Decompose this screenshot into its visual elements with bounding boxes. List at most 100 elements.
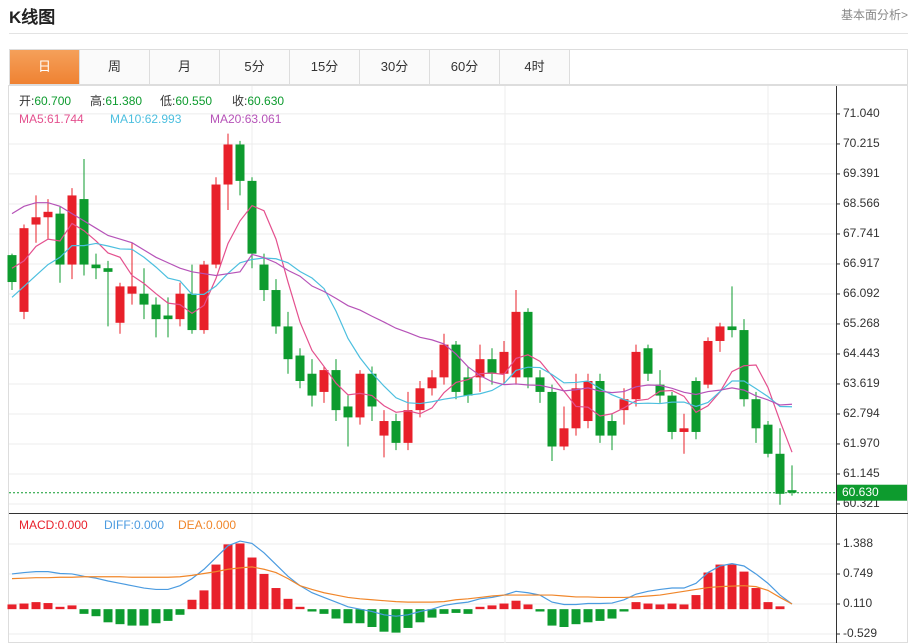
legend-name: MACD: (19, 518, 58, 532)
macd-bar (331, 609, 341, 619)
tab[interactable]: 60分 (430, 50, 500, 84)
legend-entry: MA10:62.993 (110, 112, 182, 126)
macd-bar (187, 599, 197, 610)
candle-body (343, 406, 353, 418)
candle-body (727, 326, 737, 331)
macd-bar (223, 544, 233, 610)
tab[interactable]: 5分 (220, 50, 290, 84)
y-tick-label: 62.794 (843, 406, 880, 420)
title: K线图 (9, 8, 56, 27)
candle-body (175, 293, 185, 320)
candle-body (703, 340, 713, 385)
macd-bar (643, 603, 653, 610)
quote-label: 收: (232, 94, 247, 108)
macd-bar (283, 598, 293, 610)
macd-bar (535, 609, 545, 612)
candle-body (415, 388, 425, 411)
candle-body (523, 311, 533, 378)
legend-value: 0.000 (206, 518, 236, 532)
ma-line (11, 242, 793, 408)
macd-bar (487, 605, 497, 610)
macd-bar (523, 604, 533, 610)
macd-bar (703, 572, 713, 610)
macd-bar (355, 609, 365, 624)
candle-body (163, 315, 173, 320)
macd-bar (139, 609, 149, 626)
candle-body (235, 144, 245, 181)
y-tick-label: 66.917 (843, 256, 880, 270)
macd-bar (307, 609, 317, 612)
y-tick-label: 67.741 (843, 226, 880, 240)
y-tick-label: 68.566 (843, 196, 880, 210)
candle-body (247, 180, 257, 254)
quote-value: 60.700 (34, 94, 71, 108)
candle-body (43, 211, 53, 218)
macd-bar (739, 571, 749, 610)
candle-body (67, 195, 77, 265)
macd-bar (679, 604, 689, 610)
candle-body (103, 268, 113, 272)
last-price-box (837, 484, 907, 501)
tab[interactable]: 周 (80, 50, 150, 84)
candle-body (187, 293, 197, 331)
tab[interactable]: 日 (10, 50, 80, 84)
candle-body (151, 304, 161, 320)
quote-info: 低:60.550 (160, 94, 212, 108)
macd-bar (7, 604, 17, 610)
macd-bar (127, 609, 137, 626)
macd-bar (583, 609, 593, 623)
macd-bar (211, 564, 221, 610)
macd-bar (655, 604, 665, 610)
legend-value: 63.061 (245, 112, 282, 126)
macd-bar (763, 602, 773, 610)
macd-bar (475, 606, 485, 610)
tab[interactable]: 4时 (500, 50, 570, 84)
candle-body (679, 428, 689, 432)
candle-body (307, 373, 317, 396)
candle-body (571, 388, 581, 429)
macd-bar (175, 609, 185, 615)
macd-bar (367, 609, 377, 627)
candle-body (319, 370, 329, 392)
quote-value: 60.630 (247, 94, 284, 108)
candle-body (739, 330, 749, 400)
macd-bar (79, 609, 89, 614)
candle-body (667, 395, 677, 432)
macd-line (11, 540, 793, 617)
candle-body (655, 384, 665, 396)
candle-body (331, 370, 341, 411)
tab[interactable]: 30分 (360, 50, 430, 84)
y-tick-label: 0.110 (843, 596, 872, 610)
link[interactable]: 基本面分析> (840, 8, 908, 22)
legend-value: 62.993 (145, 112, 182, 126)
candle-body (367, 373, 377, 407)
quote-label: 低: (160, 94, 175, 108)
macd-bar (151, 609, 161, 624)
macd-bar (91, 609, 101, 617)
candle-body (283, 326, 293, 360)
candle-body (535, 377, 545, 392)
quote-label: 高: (90, 93, 105, 108)
candle-body (19, 228, 29, 312)
candle-body (787, 490, 797, 493)
tab[interactable]: 月 (150, 50, 220, 84)
ma-line (11, 202, 793, 406)
candle-body (511, 311, 521, 378)
macd-bar (571, 609, 581, 625)
candle-body (763, 424, 773, 454)
macd-bar (163, 609, 173, 621)
tab[interactable]: 15分 (290, 50, 360, 84)
quote-info: 开:60.700 (19, 94, 71, 108)
candle-body (7, 255, 17, 283)
legend-name: MA20: (210, 112, 245, 126)
legend-entry: MA20:63.061 (210, 112, 282, 126)
macd-bar (667, 603, 677, 610)
candle-body (55, 213, 65, 265)
candle-body (271, 290, 281, 327)
candle-body (391, 421, 401, 443)
macd-bar (451, 609, 461, 613)
candle-body (79, 199, 89, 265)
macd-bar (547, 609, 557, 626)
